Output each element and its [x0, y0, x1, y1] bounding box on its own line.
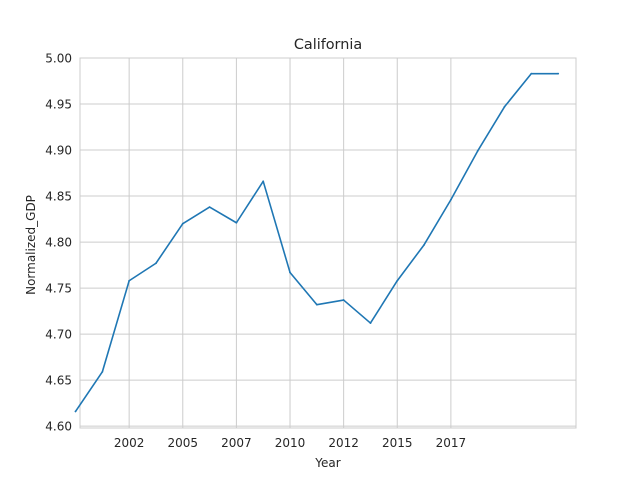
x-gridlines — [128, 58, 452, 428]
y-gridlines — [80, 57, 576, 427]
data-point — [208, 206, 211, 209]
data-point — [369, 322, 372, 324]
y-tick-label: 4.60 — [45, 420, 72, 434]
x-tick-labels: 2002 2005 2007 2010 2012 2015 2017 — [114, 436, 466, 450]
x-tick-label: 2015 — [382, 436, 413, 450]
data-point — [181, 222, 184, 225]
series-layer — [74, 72, 560, 413]
data-point — [530, 72, 533, 75]
data-point — [449, 198, 452, 201]
data-point — [315, 303, 318, 306]
data-point — [262, 180, 265, 183]
x-tick-label: 2012 — [328, 436, 359, 450]
data-point — [74, 410, 77, 413]
y-tick-label: 4.75 — [45, 282, 72, 296]
data-point — [396, 279, 399, 282]
y-tick-label: 4.95 — [45, 98, 72, 112]
data-point — [423, 243, 425, 246]
y-tick-labels: 4.60 4.65 4.70 4.75 4.80 4.85 4.90 4.95 5.00 — [45, 52, 72, 434]
data-point — [476, 150, 479, 152]
data-point — [155, 262, 157, 265]
data-point — [235, 221, 238, 224]
data-point — [557, 72, 560, 75]
data-point — [101, 370, 104, 373]
x-tick-label: 2010 — [275, 436, 306, 450]
data-point — [128, 279, 131, 282]
y-tick-label: 4.85 — [45, 190, 72, 204]
chart-title: California — [294, 37, 362, 53]
data-point — [289, 271, 291, 274]
plot-frame — [79, 57, 577, 429]
x-tick-label: 2005 — [168, 436, 199, 450]
y-tick-label: 4.80 — [45, 236, 72, 250]
y-tick-label: 4.65 — [45, 374, 72, 388]
x-tick-label: 2002 — [114, 436, 145, 450]
x-axis-label: Year — [314, 456, 340, 470]
y-tick-label: 4.70 — [45, 328, 72, 342]
x-tick-label: 2007 — [221, 436, 252, 450]
y-tick-label: 4.90 — [45, 144, 72, 158]
y-axis-label: Normalized_GDP — [24, 195, 38, 295]
data-point — [342, 299, 345, 301]
y-tick-label: 5.00 — [45, 52, 72, 66]
x-tick-label: 2017 — [436, 436, 467, 450]
data-point — [503, 105, 506, 108]
